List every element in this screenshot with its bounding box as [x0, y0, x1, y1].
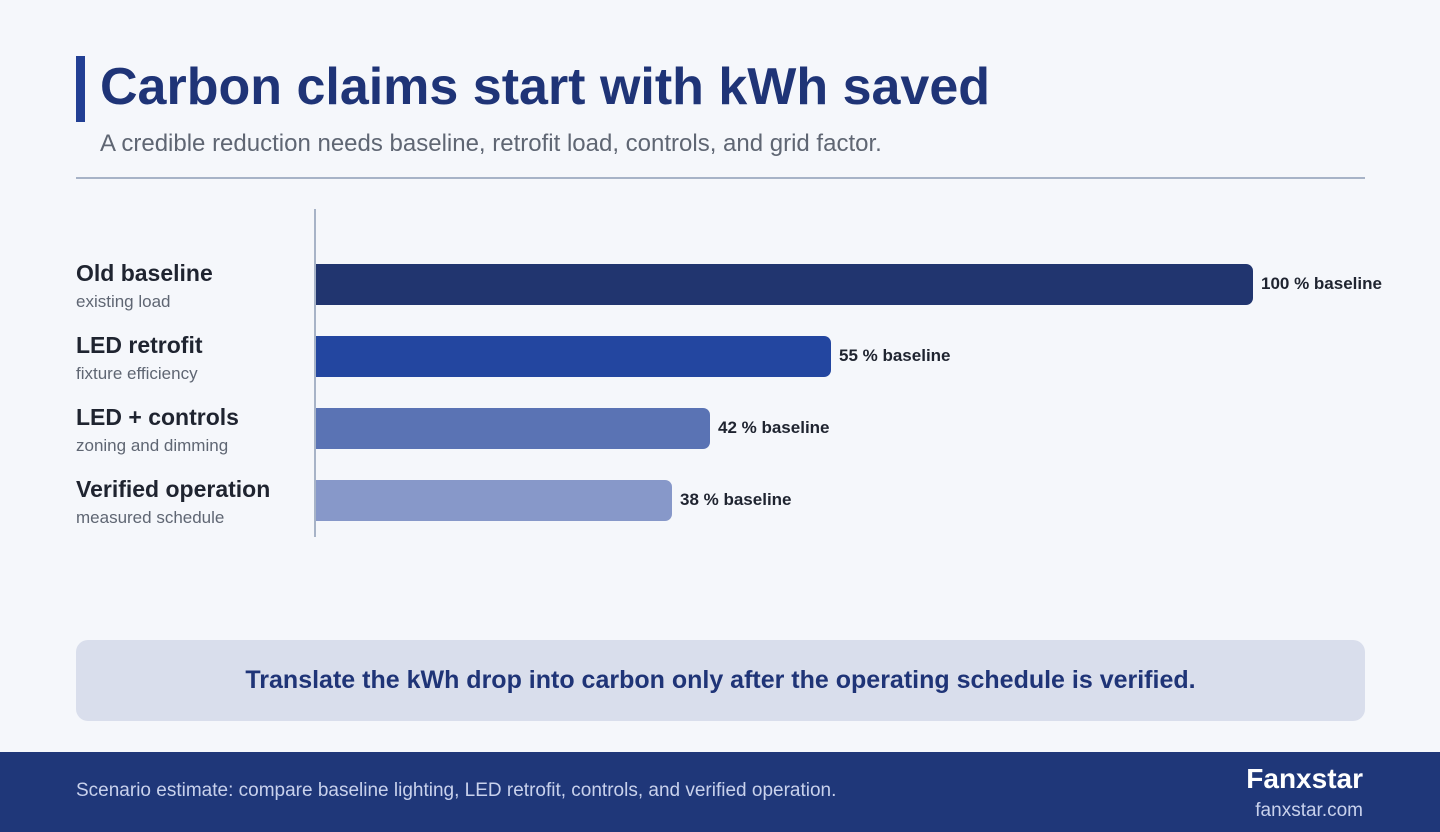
category-name: LED + controls: [76, 404, 239, 430]
bar: [316, 480, 672, 521]
footer: Scenario estimate: compare baseline ligh…: [0, 752, 1440, 832]
chart-axis-line: [314, 209, 316, 537]
category-subtitle: measured schedule: [76, 508, 225, 527]
footer-note: Scenario estimate: compare baseline ligh…: [76, 780, 837, 801]
callout-box: Translate the kWh drop into carbon only …: [76, 640, 1365, 721]
bar: [316, 336, 831, 377]
brand-url[interactable]: fanxstar.com: [1255, 800, 1363, 821]
category-label: LED retrofit fixture efficiency: [76, 330, 306, 386]
bar: [316, 264, 1253, 305]
callout-text: Translate the kWh drop into carbon only …: [245, 666, 1196, 694]
data-label: 38 % baseline: [680, 490, 792, 509]
category-label: Verified operation measured schedule: [76, 474, 306, 530]
category-subtitle: existing load: [76, 292, 171, 311]
page-subtitle: A credible reduction needs baseline, ret…: [100, 130, 882, 157]
data-label: 42 % baseline: [718, 418, 830, 437]
data-label: 55 % baseline: [839, 346, 951, 365]
category-subtitle: fixture efficiency: [76, 364, 198, 383]
bar: [316, 408, 710, 449]
category-label: LED + controls zoning and dimming: [76, 402, 306, 458]
data-label: 100 % baseline: [1261, 274, 1382, 293]
header-divider: [76, 177, 1365, 179]
category-name: LED retrofit: [76, 332, 203, 358]
category-subtitle: zoning and dimming: [76, 436, 229, 455]
title-accent-bar: [76, 56, 85, 122]
category-label: Old baseline existing load: [76, 258, 306, 314]
page-title: Carbon claims start with kWh saved: [100, 58, 991, 116]
category-name: Verified operation: [76, 476, 271, 502]
category-name: Old baseline: [76, 260, 213, 286]
brand: Fanxstar fanxstar.com: [1246, 762, 1363, 824]
brand-name: Fanxstar: [1246, 763, 1363, 794]
